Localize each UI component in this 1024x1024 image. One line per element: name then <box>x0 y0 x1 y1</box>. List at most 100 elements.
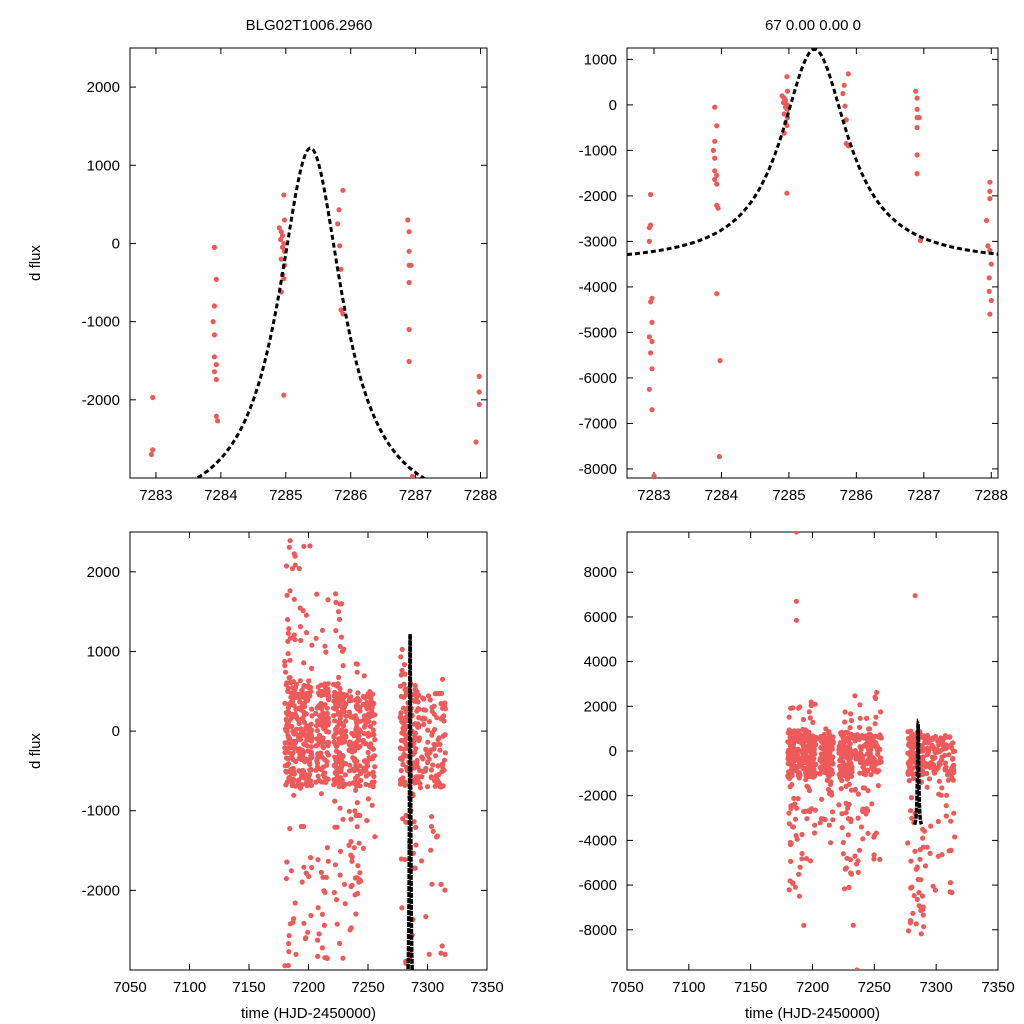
data-point <box>278 229 284 235</box>
data-point <box>845 805 851 811</box>
data-point <box>286 933 292 939</box>
data-point <box>332 824 338 830</box>
data-point <box>318 766 324 773</box>
data-point <box>348 883 354 890</box>
data-point <box>930 735 936 741</box>
data-point <box>403 723 409 729</box>
data-point <box>437 747 443 753</box>
data-point <box>878 759 884 765</box>
data-point <box>848 711 854 717</box>
data-point <box>293 951 299 958</box>
data-point <box>371 773 377 780</box>
data-point <box>279 244 286 250</box>
data-point <box>806 763 812 769</box>
data-point <box>353 717 359 724</box>
data-point <box>307 726 313 732</box>
data-point <box>353 775 359 781</box>
data-point <box>324 762 330 768</box>
data-point <box>282 658 288 665</box>
data-point <box>913 88 919 94</box>
data-point <box>287 588 293 594</box>
data-point <box>808 699 814 705</box>
data-point <box>341 704 347 710</box>
data-point <box>348 925 354 931</box>
data-point <box>319 911 325 918</box>
data-point <box>441 757 448 763</box>
data-point <box>348 698 354 704</box>
data-point <box>399 905 405 911</box>
data-point <box>340 816 346 822</box>
data-point <box>355 863 361 869</box>
data-point <box>308 912 314 919</box>
data-point <box>817 820 823 826</box>
data-point <box>473 439 479 445</box>
data-point <box>799 856 805 862</box>
data-point <box>295 691 301 698</box>
data-point <box>848 818 854 825</box>
data-point <box>338 266 344 272</box>
data-point <box>287 635 293 641</box>
data-point <box>302 775 308 781</box>
data-point <box>348 714 354 720</box>
data-point <box>806 787 813 794</box>
data-point <box>950 748 956 755</box>
data-point <box>916 903 922 909</box>
y-tick-label: 0 <box>609 743 617 760</box>
data-point <box>346 709 352 715</box>
data-point <box>314 736 320 742</box>
data-point <box>334 921 340 927</box>
data-point <box>800 743 806 749</box>
data-point <box>938 737 944 743</box>
data-point <box>365 733 372 739</box>
data-point <box>297 624 303 630</box>
data-point <box>712 168 718 174</box>
data-point <box>309 706 315 712</box>
data-point <box>282 963 288 969</box>
data-point <box>336 616 343 623</box>
data-point <box>400 816 406 822</box>
data-point <box>291 551 297 557</box>
data-point <box>315 857 321 863</box>
data-point <box>348 694 354 700</box>
data-point <box>414 760 420 766</box>
data-point <box>306 678 312 684</box>
data-point <box>336 674 342 681</box>
data-point <box>786 821 792 827</box>
data-point <box>340 955 346 961</box>
data-point <box>871 740 877 746</box>
data-point <box>340 663 346 669</box>
data-point <box>435 737 441 743</box>
data-point <box>319 627 326 633</box>
data-point <box>416 706 422 712</box>
data-point <box>788 754 794 761</box>
data-point <box>428 775 434 781</box>
data-point <box>848 717 855 724</box>
data-point <box>919 893 926 899</box>
data-point <box>430 762 436 768</box>
y-tick-label: 1000 <box>584 51 617 68</box>
data-point <box>846 781 852 787</box>
data-point <box>422 716 428 722</box>
data-point <box>400 754 406 760</box>
data-point <box>276 225 282 231</box>
data-point <box>434 742 440 748</box>
data-point <box>909 884 915 890</box>
data-point <box>420 756 426 762</box>
data-point <box>347 762 353 768</box>
data-point <box>303 935 309 941</box>
data-point <box>353 704 360 710</box>
data-point <box>850 922 856 928</box>
data-point <box>412 683 418 689</box>
data-point <box>282 750 288 756</box>
data-point <box>714 291 720 297</box>
data-point <box>476 373 482 379</box>
data-point <box>439 676 446 682</box>
data-point <box>942 765 948 772</box>
data-point <box>792 816 799 822</box>
data-point <box>347 688 353 694</box>
data-point <box>292 730 298 736</box>
data-point <box>289 566 295 572</box>
data-point <box>829 770 835 776</box>
data-point <box>285 739 291 746</box>
data-point <box>297 699 303 705</box>
